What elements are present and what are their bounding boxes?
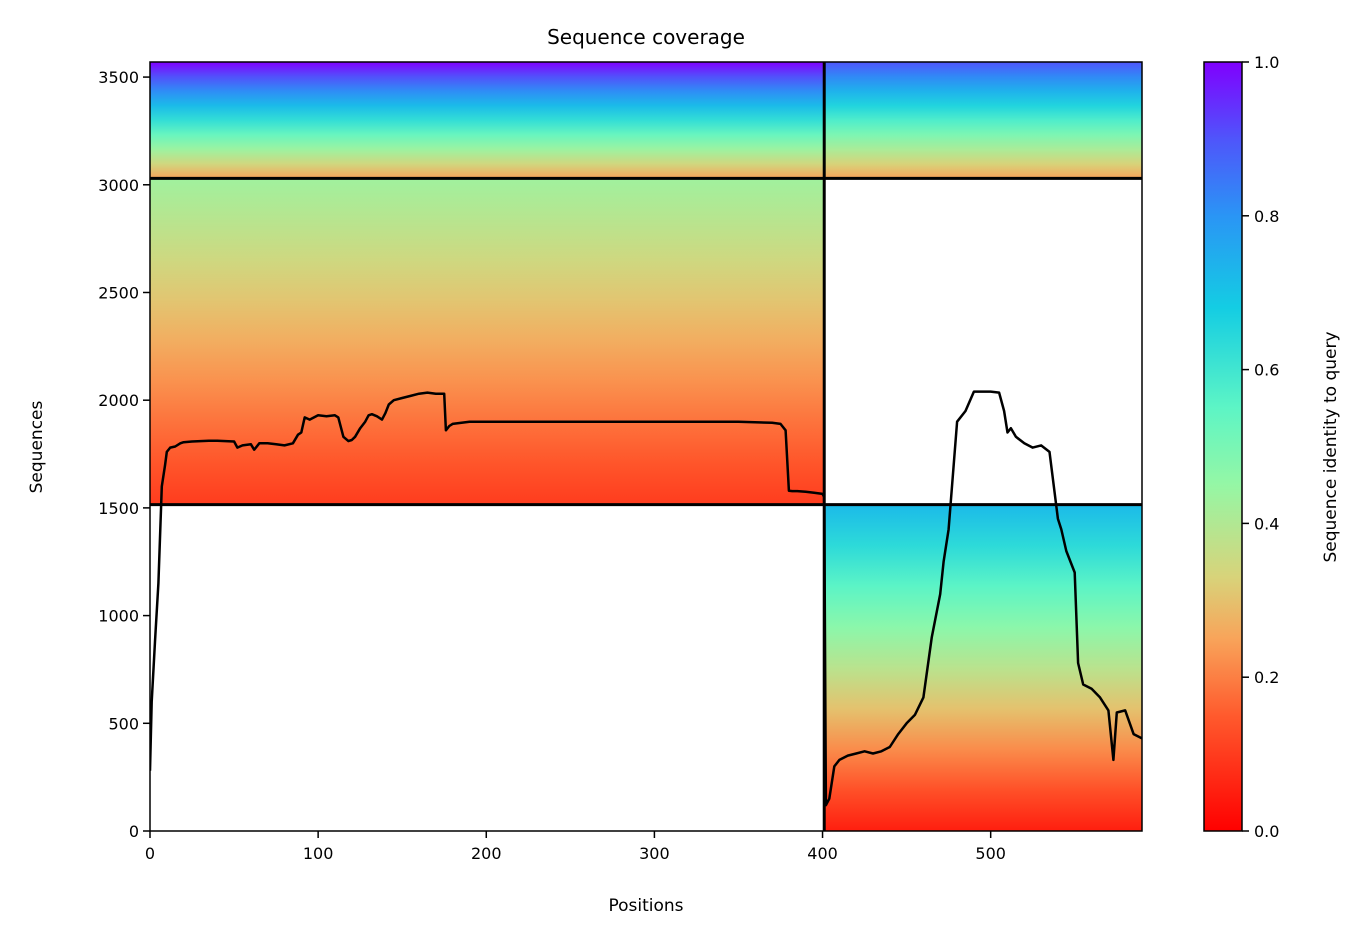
x-tick-label: 400 — [807, 844, 838, 863]
y-tick-label: 3000 — [98, 176, 139, 195]
coverage-block — [824, 62, 1142, 179]
x-tick-label: 300 — [639, 844, 670, 863]
coverage-block — [150, 178, 825, 505]
coverage-blocks — [150, 62, 1142, 831]
colorbar-tick-label: 0.8 — [1254, 207, 1279, 226]
chart-title: Sequence coverage — [547, 25, 745, 49]
colorbar-tick-label: 0.4 — [1254, 514, 1279, 533]
colorbar-ticks: 0.0 0.2 0.4 0.6 0.8 1.0 — [1242, 53, 1279, 841]
x-axis: 0 100 200 300 400 500 — [145, 831, 1006, 863]
colorbar-label: Sequence identity to query — [1321, 331, 1341, 562]
y-axis-label: Sequences — [27, 401, 47, 494]
x-tick-label: 0 — [145, 844, 155, 863]
coverage-block — [824, 504, 1142, 831]
colorbar-tick-label: 1.0 — [1254, 53, 1279, 72]
y-tick-label: 2000 — [98, 391, 139, 410]
y-axis: 0 500 1000 1500 2000 2500 3000 3500 — [98, 68, 150, 841]
coverage-line — [150, 390, 1142, 807]
colorbar-tick-label: 0.6 — [1254, 361, 1279, 380]
y-tick-label: 3500 — [98, 68, 139, 87]
y-tick-label: 500 — [108, 714, 139, 733]
colorbar-gradient — [1204, 62, 1242, 831]
colorbar-frame — [1203, 61, 1243, 832]
colorbar-tick-label: 0.2 — [1254, 668, 1279, 687]
coverage-block — [150, 62, 825, 179]
y-tick-label: 2500 — [98, 283, 139, 302]
plot-area — [150, 62, 1142, 831]
colorbar: 0.0 0.2 0.4 0.6 0.8 1.0 Sequence identity to … — [1203, 53, 1341, 841]
colorbar-tick-label: 0.0 — [1254, 822, 1279, 841]
plot-frame — [149, 61, 1143, 832]
y-tick-label: 1000 — [98, 607, 139, 626]
y-tick-label: 1500 — [98, 499, 139, 518]
x-tick-label: 100 — [303, 844, 334, 863]
x-tick-label: 500 — [975, 844, 1006, 863]
y-tick-label: 0 — [129, 822, 139, 841]
x-tick-label: 200 — [471, 844, 502, 863]
x-axis-label: Positions — [608, 896, 683, 916]
